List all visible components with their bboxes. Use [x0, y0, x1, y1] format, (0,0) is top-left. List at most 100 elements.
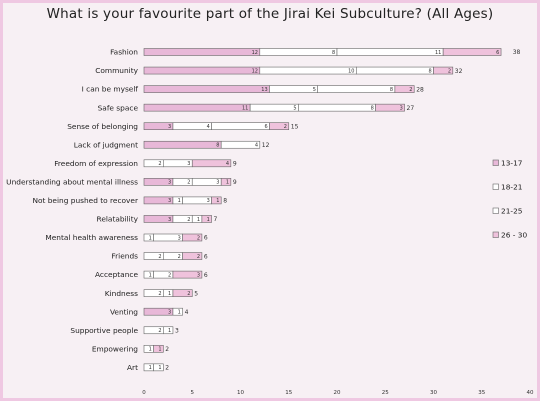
- category-label: Relatability: [97, 215, 139, 224]
- x-tick-label: 5: [191, 390, 195, 396]
- bar-segment: [182, 252, 203, 260]
- category-label: Friends: [111, 252, 138, 261]
- x-tick-label: 0: [142, 390, 146, 396]
- bar-segment: [355, 66, 434, 75]
- segment-value-label: 1: [158, 347, 161, 353]
- bar-total-label: 6: [204, 272, 208, 279]
- category-label: Sense of belonging: [67, 122, 138, 131]
- segment-value-label: 12: [252, 50, 258, 56]
- segment-value-label: 1: [149, 365, 152, 371]
- bar-total-label: 3: [175, 327, 179, 334]
- bar-total-label: 2: [165, 346, 169, 353]
- segment-value-label: 2: [284, 124, 287, 130]
- segment-value-label: 2: [187, 180, 190, 186]
- bar-segment: [442, 48, 502, 56]
- chart-frame: What is your favourite part of the Jirai…: [3, 3, 537, 398]
- segment-value-label: 2: [187, 291, 190, 297]
- bar-total-label: 9: [233, 161, 237, 168]
- category-label: Supportive people: [70, 326, 138, 335]
- bar-segment: [201, 215, 212, 223]
- segment-value-label: 11: [242, 105, 248, 111]
- segment-value-label: 1: [149, 235, 152, 241]
- bar-total-label: 27: [407, 105, 415, 112]
- bar-segment: [211, 196, 222, 205]
- bar-segment: [153, 344, 164, 353]
- segment-value-label: 11: [435, 50, 441, 56]
- bar-segment: [220, 178, 232, 186]
- segment-value-label: 12: [252, 68, 258, 74]
- x-tick-label: 35: [478, 390, 485, 396]
- bar-segment: [143, 66, 261, 75]
- bar-segment: [220, 140, 261, 149]
- category-label: Kindness: [105, 289, 138, 298]
- bar-total-label: 32: [455, 68, 463, 75]
- bar-segment: [259, 66, 357, 75]
- segment-value-label: 8: [390, 87, 393, 93]
- bar-segment: [172, 270, 203, 279]
- bar-segment: [375, 103, 405, 112]
- legend-swatch: [492, 231, 499, 238]
- bar-segment: [336, 48, 444, 56]
- bar-segment: [172, 289, 193, 297]
- bar-segment: [259, 48, 338, 56]
- segment-value-label: 13: [261, 87, 267, 93]
- segment-value-label: 3: [400, 105, 403, 111]
- segment-value-label: 2: [448, 68, 451, 74]
- bar-total-label: 6: [204, 235, 208, 242]
- bar-total-label: 2: [165, 365, 169, 372]
- segment-value-label: 4: [226, 161, 229, 167]
- segment-value-label: 2: [158, 328, 161, 334]
- bar-segment: [182, 233, 203, 242]
- segment-value-label: 3: [178, 235, 181, 241]
- bar-total-label: 7: [214, 216, 218, 223]
- segment-value-label: 3: [187, 161, 190, 167]
- segment-value-label: 1: [226, 180, 229, 186]
- bar-total-label: 38: [513, 49, 521, 56]
- category-label: Lack of judgment: [74, 140, 138, 149]
- segment-value-label: 2: [158, 254, 161, 260]
- segment-value-label: 2: [187, 217, 190, 223]
- legend-label: 21-25: [501, 207, 523, 216]
- category-label: Understanding about mental illness: [6, 177, 138, 186]
- bar-segment: [191, 159, 232, 168]
- bar-segment: [394, 85, 415, 93]
- segment-value-label: 3: [168, 198, 171, 204]
- x-tick-label: 10: [237, 390, 244, 396]
- segment-value-label: 2: [168, 272, 171, 278]
- segment-value-label: 1: [178, 198, 181, 204]
- bar-segment: [211, 122, 270, 130]
- legend-swatch: [492, 207, 499, 214]
- segment-value-label: 5: [313, 87, 316, 93]
- segment-value-label: 1: [168, 328, 171, 334]
- segment-value-label: 3: [197, 272, 200, 278]
- segment-value-label: 10: [348, 68, 354, 74]
- bar-segment: [433, 66, 454, 75]
- segment-value-label: 1: [168, 291, 171, 297]
- bar-segment: [153, 363, 164, 372]
- category-label: Not being pushed to recover: [32, 196, 139, 205]
- legend-label: 13-17: [501, 159, 523, 168]
- segment-value-label: 1: [149, 272, 152, 278]
- segment-value-label: 3: [168, 310, 171, 316]
- bar-segment: [143, 48, 261, 56]
- bar-total-label: 6: [204, 253, 208, 260]
- segment-value-label: 8: [216, 143, 219, 149]
- segment-value-label: 5: [293, 105, 296, 111]
- x-tick-label: 20: [334, 390, 341, 396]
- segment-value-label: 2: [197, 235, 200, 241]
- category-label: I can be myself: [82, 85, 139, 94]
- bar-segment: [172, 307, 183, 316]
- legend-swatch: [492, 183, 499, 190]
- x-tick-label: 30: [430, 390, 437, 396]
- segment-value-label: 1: [216, 198, 219, 204]
- segment-value-label: 3: [216, 180, 219, 186]
- segment-value-label: 1: [149, 347, 152, 353]
- bar-segment: [269, 85, 319, 93]
- bar-segment: [249, 103, 299, 112]
- segment-value-label: 3: [207, 198, 210, 204]
- bar-total-label: 9: [233, 179, 237, 186]
- category-label: Venting: [110, 307, 138, 316]
- segment-value-label: 6: [264, 124, 267, 130]
- segment-value-label: 1: [197, 217, 200, 223]
- legend-label: 26 - 30: [501, 231, 527, 240]
